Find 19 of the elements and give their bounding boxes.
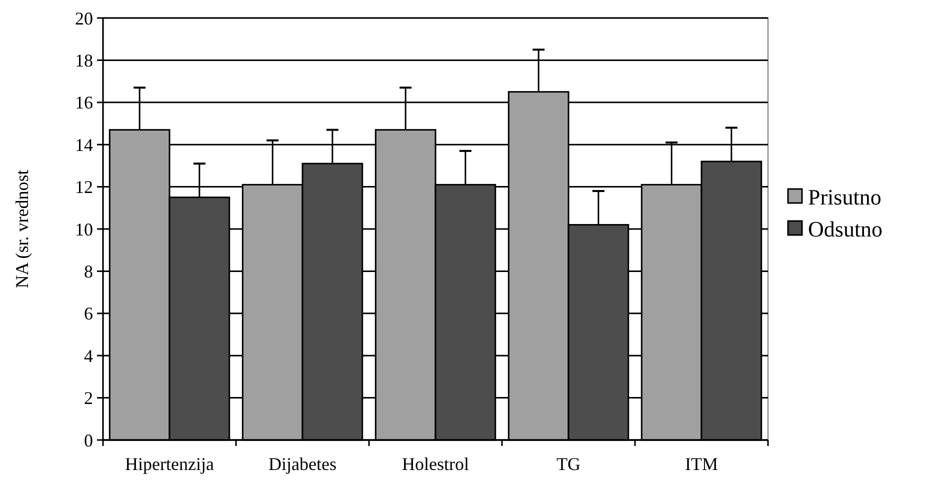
y-tick-label: 8: [84, 262, 93, 282]
y-axis-title: NA (sr. vrednost: [12, 170, 32, 288]
x-tick-label: Dijabetes: [268, 454, 336, 474]
legend-label: Prisutno: [808, 184, 882, 210]
x-tick-label: Holestrol: [402, 454, 469, 474]
y-tick-label: 2: [84, 388, 93, 408]
y-tick-label: 6: [84, 304, 93, 324]
x-tick-label: Hipertenzija: [125, 454, 214, 474]
y-tick-label: 14: [75, 134, 93, 155]
y-tick-label: 12: [75, 177, 93, 198]
x-tick-label: TG: [556, 454, 580, 474]
legend-label: Odsutno: [808, 216, 883, 242]
x-tick-label: ITM: [685, 454, 718, 474]
y-tick-label: 18: [75, 50, 93, 70]
y-tick-label: 0: [84, 430, 93, 450]
y-tick-label: 16: [75, 92, 93, 113]
y-tick-label: 4: [84, 346, 93, 366]
y-tick-label: 10: [75, 219, 93, 240]
y-tick-label: 20: [75, 8, 93, 28]
